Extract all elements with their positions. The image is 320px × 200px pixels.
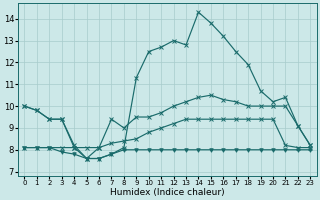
X-axis label: Humidex (Indice chaleur): Humidex (Indice chaleur) [110,188,225,197]
